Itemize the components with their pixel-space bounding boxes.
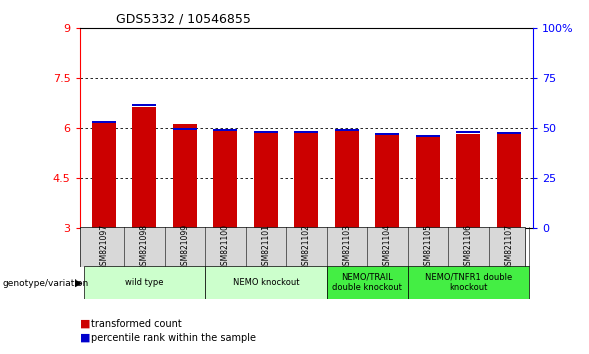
Bar <box>205 266 326 299</box>
Text: NEMO/TNFR1 double
knockout: NEMO/TNFR1 double knockout <box>425 273 512 292</box>
Text: NEMO knockout: NEMO knockout <box>233 278 299 287</box>
Bar <box>456 134 481 228</box>
Bar <box>408 266 529 299</box>
Text: GSM821103: GSM821103 <box>342 224 351 270</box>
Bar <box>132 104 157 106</box>
Bar <box>335 131 359 228</box>
Text: GSM821106: GSM821106 <box>464 224 473 270</box>
Bar <box>326 266 408 299</box>
Bar <box>213 131 237 228</box>
Text: GSM821097: GSM821097 <box>100 224 108 270</box>
Text: ■: ■ <box>80 333 94 343</box>
Bar <box>375 133 399 135</box>
Text: GSM821098: GSM821098 <box>140 224 149 270</box>
Bar <box>294 131 319 133</box>
Bar <box>132 107 157 228</box>
Text: wild type: wild type <box>125 278 164 287</box>
Bar <box>173 124 197 228</box>
Text: GSM821102: GSM821102 <box>302 224 311 270</box>
Bar <box>254 131 278 133</box>
Bar <box>335 129 359 131</box>
Text: percentile rank within the sample: percentile rank within the sample <box>91 333 256 343</box>
Text: GDS5332 / 10546855: GDS5332 / 10546855 <box>116 13 251 26</box>
Bar <box>375 134 399 228</box>
Bar <box>497 132 521 134</box>
Bar <box>416 137 440 228</box>
Text: GSM821101: GSM821101 <box>262 224 270 270</box>
Text: GSM821105: GSM821105 <box>423 224 432 270</box>
Text: ■: ■ <box>80 319 94 329</box>
Text: genotype/variation: genotype/variation <box>3 279 89 288</box>
Text: GSM821100: GSM821100 <box>221 224 230 270</box>
Text: ▶: ▶ <box>75 278 83 288</box>
Text: NEMO/TRAIL
double knockout: NEMO/TRAIL double knockout <box>332 273 402 292</box>
Text: GSM821104: GSM821104 <box>383 224 392 270</box>
Bar <box>84 266 205 299</box>
Text: GSM821107: GSM821107 <box>504 224 513 270</box>
Bar <box>456 131 481 133</box>
Bar <box>92 123 116 228</box>
Bar <box>92 121 116 123</box>
Bar <box>254 132 278 228</box>
Text: transformed count: transformed count <box>91 319 182 329</box>
Bar <box>173 129 197 130</box>
Bar <box>213 129 237 131</box>
Text: GSM821099: GSM821099 <box>180 224 189 270</box>
Bar <box>497 133 521 228</box>
Bar <box>294 132 319 228</box>
Bar <box>416 135 440 137</box>
